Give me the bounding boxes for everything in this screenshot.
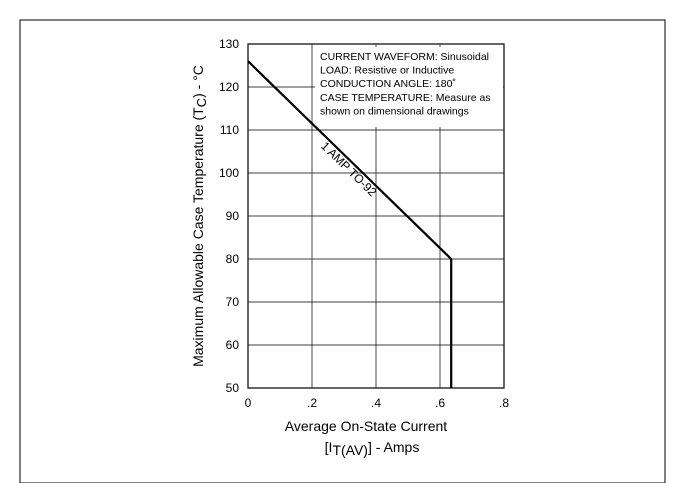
y-tick-label: 50: [226, 381, 240, 395]
figure-border: [19, 19, 666, 483]
x-axis-title-line2: [IT(AV)] - Amps: [325, 439, 420, 458]
annotation-line: shown on dimensional drawings: [320, 105, 469, 117]
x-tick-label: .6: [435, 396, 445, 410]
y-axis-ticks: 50 60 70 80 90 100 110 120 130: [219, 37, 239, 395]
x-axis-title-line1: Average On-State Current: [285, 418, 447, 434]
annotation-box: CURRENT WAVEFORM: Sinusoidal LOAD: Resist…: [315, 47, 503, 127]
y-tick-label: 110: [220, 123, 239, 137]
x-axis-title-prefix: [I: [325, 439, 333, 455]
plot-area: [247, 43, 505, 389]
series-label: 1 AMP TO-92: [318, 139, 380, 200]
x-axis-ticks: 0 .2 .4 .6 .8: [245, 396, 510, 410]
y-axis-title-prefix: Maximum Allowable Case Temperature (T: [190, 107, 206, 367]
y-tick-label: 90: [226, 209, 240, 223]
x-tick-label: .4: [371, 396, 381, 410]
x-axis-title-subscript: T(AV): [332, 442, 368, 458]
y-axis-title-suffix: ) - °C: [190, 65, 206, 98]
y-tick-label: 70: [226, 295, 240, 309]
annotation-line: CASE TEMPERATURE: Measure as: [320, 92, 491, 104]
y-tick-label: 80: [226, 252, 240, 266]
x-tick-label: .8: [499, 396, 509, 410]
series: [247, 60, 453, 388]
x-axis-title-suffix: ] - Amps: [368, 439, 419, 455]
x-tick-label: 0: [245, 396, 252, 410]
annotation-background: [315, 47, 503, 127]
y-axis-title: Maximum Allowable Case Temperature (TC) …: [190, 65, 209, 367]
annotation-line: CONDUCTION ANGLE: 180˚: [320, 78, 456, 90]
y-axis-title-subscript: C: [194, 98, 209, 107]
series-line: [247, 60, 453, 388]
y-tick-label: 130: [219, 37, 239, 51]
x-tick-label: .2: [307, 396, 317, 410]
y-tick-label: 120: [219, 80, 239, 94]
y-tick-label: 60: [226, 338, 240, 352]
annotation-line: CURRENT WAVEFORM: Sinusoidal: [320, 51, 489, 63]
y-tick-label: 100: [219, 166, 239, 180]
annotation-line: LOAD: Resistive or Inductive: [320, 65, 454, 77]
